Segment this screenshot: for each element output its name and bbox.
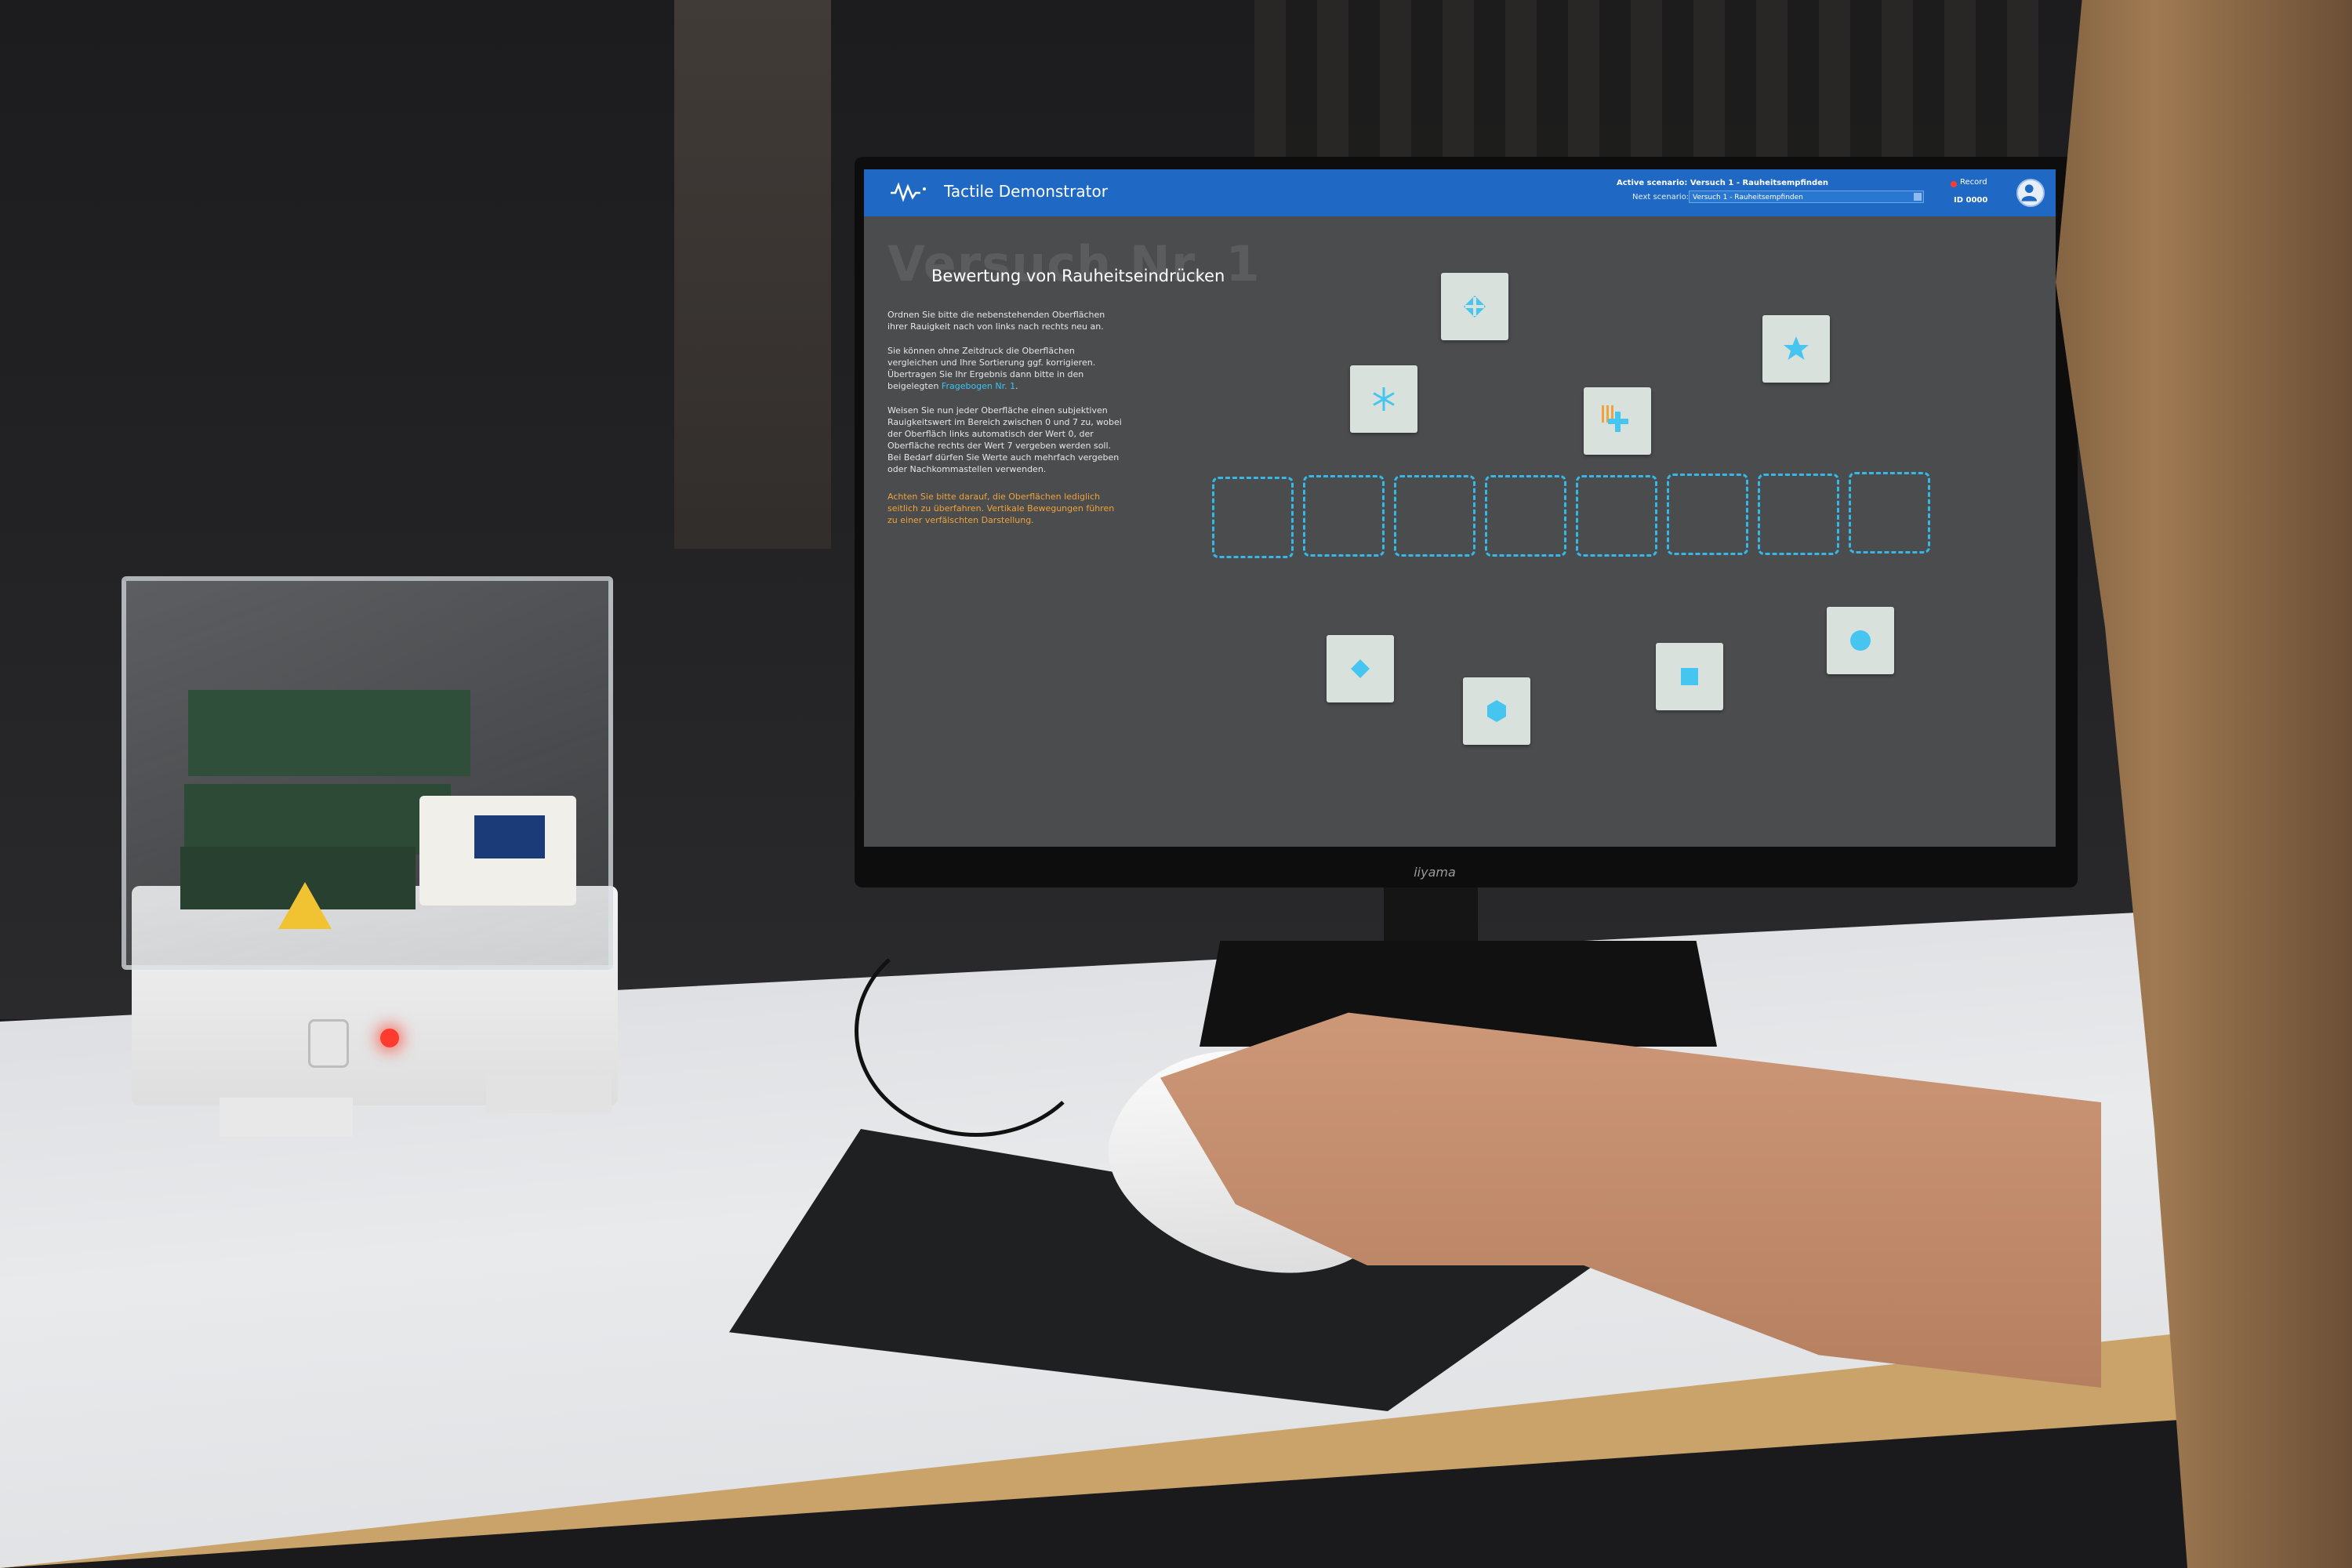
diamond-icon xyxy=(1351,659,1370,678)
monitor-brand: iiyama xyxy=(1414,865,1456,880)
tile-diamond[interactable] xyxy=(1327,635,1394,702)
slot-5[interactable] xyxy=(1576,475,1657,557)
instruction-text-part: . xyxy=(1015,381,1018,391)
star-icon xyxy=(1784,336,1809,360)
slot-3[interactable] xyxy=(1394,475,1475,557)
app-title: Tactile Demonstrator xyxy=(944,182,1108,201)
instruction-text: Ordnen Sie bitte die nebenstehenden Ober… xyxy=(887,310,1105,332)
slot-8[interactable] xyxy=(1849,472,1930,554)
next-scenario-value: Versuch 1 - Rauheitsempfinden xyxy=(1693,194,1803,201)
slot-7[interactable] xyxy=(1758,474,1839,555)
hexagon-icon xyxy=(1487,700,1506,722)
tile-plus[interactable] xyxy=(1584,387,1651,455)
app-header: Tactile Demonstrator Active scenario: Ve… xyxy=(864,169,2056,216)
square-icon xyxy=(1681,668,1698,685)
slot-2[interactable] xyxy=(1303,475,1385,557)
record-dot-icon xyxy=(1951,181,1957,187)
device-foot xyxy=(220,1098,353,1137)
tile-circle[interactable] xyxy=(1827,607,1894,674)
session-id: ID 0000 xyxy=(1954,196,1988,205)
device-foot xyxy=(486,1074,612,1113)
power-switch[interactable] xyxy=(308,1019,349,1068)
tile-hexagon[interactable] xyxy=(1463,677,1530,745)
snowflake-icon xyxy=(1373,387,1395,411)
record-button[interactable]: Record xyxy=(1960,178,1987,187)
warning-icon xyxy=(278,882,332,929)
diamond-cross-icon xyxy=(1464,296,1486,318)
user-button[interactable] xyxy=(2016,179,2045,207)
slot-6[interactable] xyxy=(1667,474,1748,555)
tile-diamond-cross[interactable] xyxy=(1441,273,1508,340)
instruction-text-part: Sie können ohne Zeitdruck die Oberfläche… xyxy=(887,346,1096,391)
background-blinds xyxy=(1254,0,2038,165)
waveform-logo-icon xyxy=(891,182,926,202)
next-scenario-label: Next scenario: xyxy=(1632,193,1690,201)
chevron-down-icon xyxy=(1914,193,1922,201)
tile-square[interactable] xyxy=(1656,643,1723,710)
slot-1[interactable] xyxy=(1212,477,1294,558)
slot-4[interactable] xyxy=(1485,475,1566,557)
page-subtitle: Bewertung von Rauheitseindrücken xyxy=(931,267,1225,285)
tile-snowflake[interactable] xyxy=(1350,365,1417,433)
next-scenario-select[interactable]: Versuch 1 - Rauheitsempfinden xyxy=(1689,191,1924,203)
active-scenario-label: Active scenario: Versuch 1 - Rauheitsemp… xyxy=(1617,179,1829,187)
questionnaire-link[interactable]: Fragebogen Nr. 1 xyxy=(941,381,1016,391)
power-led-icon xyxy=(380,1029,399,1047)
oled-screen xyxy=(474,815,545,858)
circuit-board xyxy=(184,784,451,855)
user-icon xyxy=(2021,184,2037,201)
instruction-text: Sie können ohne Zeitdruck die Oberfläche… xyxy=(887,345,1123,392)
tile-star[interactable] xyxy=(1762,315,1830,383)
circuit-board xyxy=(188,690,470,776)
plus-icon xyxy=(1602,405,1628,432)
mouse-cable xyxy=(855,925,1098,1137)
screen: Tactile Demonstrator Active scenario: Ve… xyxy=(864,169,2056,847)
background-window xyxy=(674,0,831,549)
instruction-text: Weisen Sie nun jeder Oberfläche einen su… xyxy=(887,405,1122,474)
warning-text: Achten Sie bitte darauf, die Oberflächen… xyxy=(887,492,1115,525)
circle-icon xyxy=(1850,630,1871,651)
device-base xyxy=(132,886,618,1105)
page-title: Versuch Nr. 1 xyxy=(887,235,1261,292)
